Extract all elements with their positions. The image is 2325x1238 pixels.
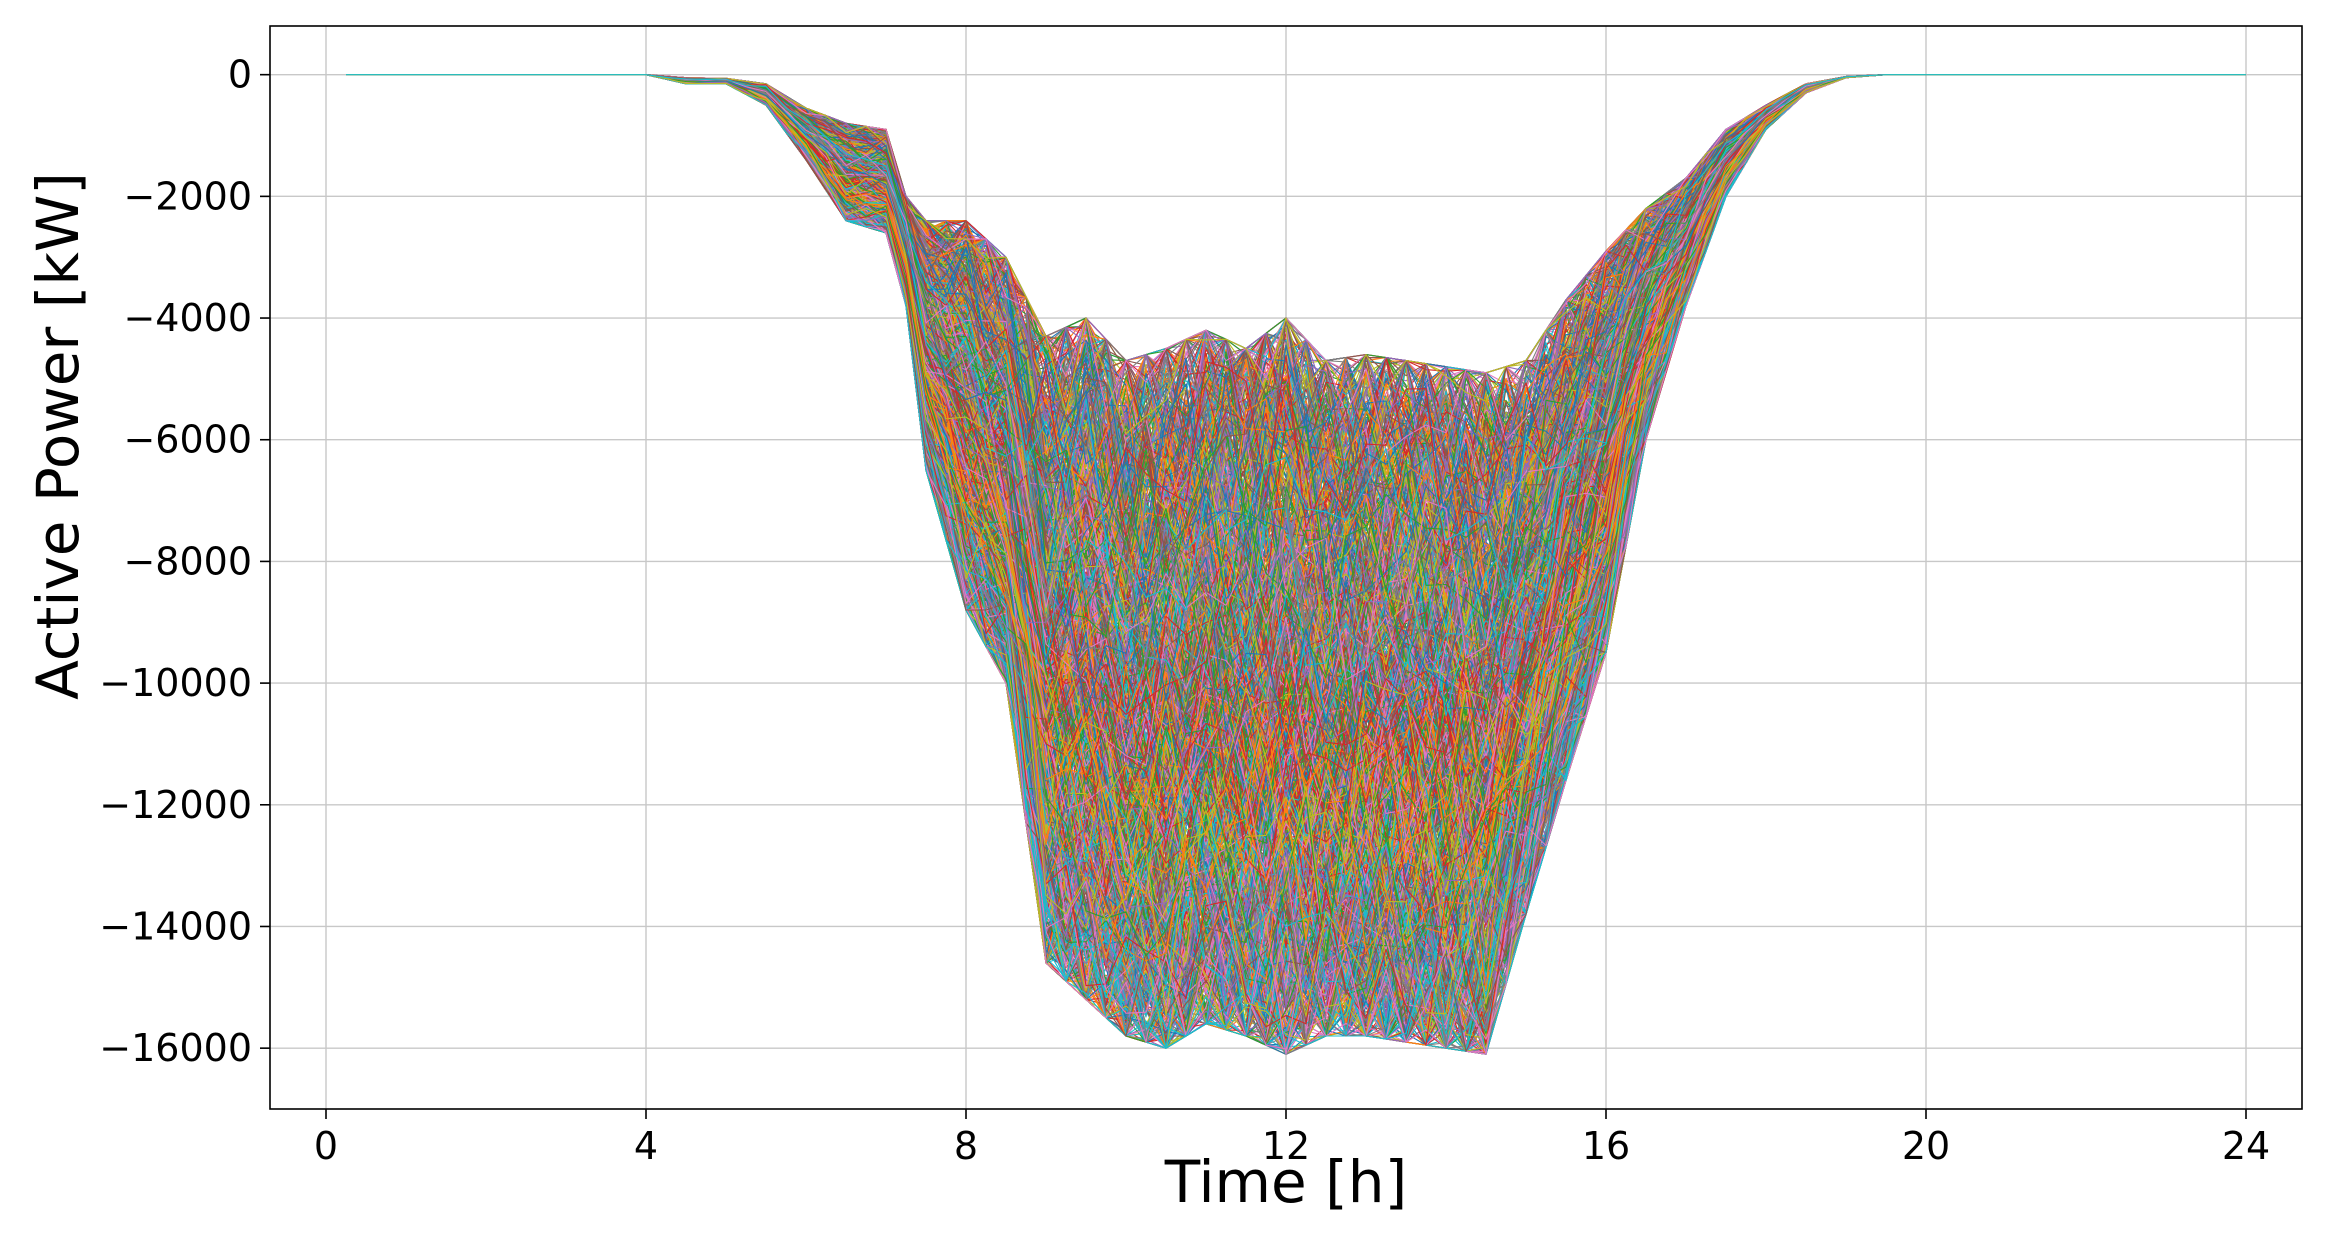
y-tick-label: −8000 xyxy=(123,539,252,583)
y-tick-label: −10000 xyxy=(99,661,252,705)
y-tick-label: −14000 xyxy=(99,904,252,948)
y-tick-label: −6000 xyxy=(123,418,252,462)
y-tick-label: −16000 xyxy=(99,1026,252,1070)
y-ticks: 0 −2000 −4000 −6000 −8000 −10000 −12000 −14000 −… xyxy=(99,53,270,1070)
series-line xyxy=(346,74,2246,611)
y-tick-label: 0 xyxy=(228,53,252,97)
x-ticks: 0 4 8 12 16 20 24 xyxy=(314,1109,2270,1168)
x-tick-label: 20 xyxy=(1902,1124,1950,1168)
x-tick-label: 0 xyxy=(314,1124,338,1168)
y-axis-label: Active Power [kW] xyxy=(24,172,92,700)
x-tick-label: 8 xyxy=(954,1124,978,1168)
x-tick-label: 16 xyxy=(1582,1124,1630,1168)
x-tick-label: 24 xyxy=(2222,1124,2270,1168)
x-tick-label: 4 xyxy=(634,1124,658,1168)
y-tick-label: −12000 xyxy=(99,783,252,827)
series-lines xyxy=(346,74,2246,1055)
x-axis-label: Time [h] xyxy=(1164,1148,1407,1216)
x-tick-label: 12 xyxy=(1262,1124,1310,1168)
y-tick-label: −4000 xyxy=(123,296,252,340)
y-tick-label: −2000 xyxy=(123,174,252,218)
